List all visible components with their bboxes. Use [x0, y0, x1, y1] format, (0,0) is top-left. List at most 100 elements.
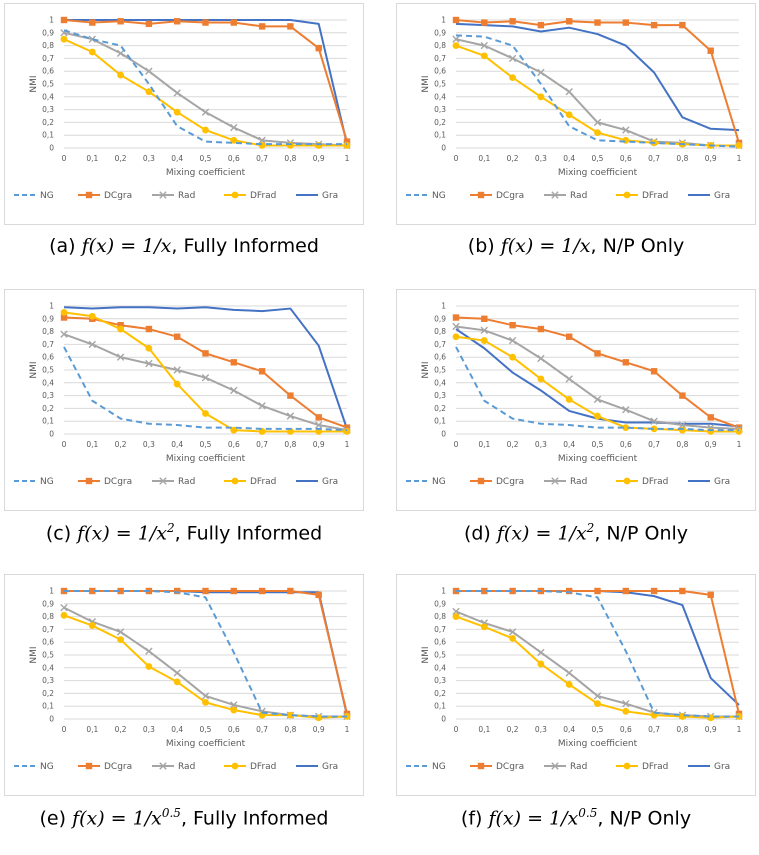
data-point [679, 22, 685, 28]
y-tick-label: 0 [49, 144, 54, 153]
chart-svg-c: 0 0,1 0,2 0,3 0,4 0,5 0,6 0,7 0,8 0,9 1 0 0,1 0,2 0,3 0… [4, 289, 364, 511]
y-tick-label: 1 [49, 16, 54, 25]
y-tick-label: 0,4 [42, 378, 54, 387]
y-tick-label: 0,3 [434, 105, 446, 114]
y-tick-label: 0,1 [434, 702, 446, 711]
caption-function: f(x) = 1/x [82, 235, 172, 257]
data-point [287, 23, 293, 29]
y-tick-label: 1 [441, 16, 446, 25]
data-point [481, 623, 488, 630]
data-point [538, 661, 545, 668]
data-point [174, 678, 181, 685]
chart-svg-b: 00,10,20,30,40,50,60,70,80,910 0,1 0,2 0,3 0… [396, 3, 756, 225]
y-tick-label: 0,8 [434, 41, 446, 50]
y-tick-label: 0,6 [42, 353, 54, 362]
data-point [622, 137, 629, 144]
x-tick-label: 0,5 [200, 154, 212, 163]
y-tick-label: 0,5 [42, 366, 54, 375]
x-tick-label: 0,3 [143, 725, 155, 734]
data-point [708, 48, 714, 54]
data-point [146, 663, 153, 670]
x-tick-label: 0,4 [171, 725, 183, 734]
legend-label-dfrad: DFrad [642, 762, 668, 772]
data-point [89, 622, 96, 629]
x-tick-label: 0,1 [86, 154, 98, 163]
y-tick-label: 0,8 [434, 327, 446, 336]
data-point [481, 337, 488, 344]
caption-tag: (e) [40, 807, 73, 829]
legend-label-rad: Rad [570, 762, 587, 772]
legend-label-ng: NG [40, 191, 54, 201]
legend-label-dcgra: DCgra [496, 762, 524, 772]
caption-d: (d) f(x) = 1/x2, N/P Only [396, 521, 756, 544]
legend-label-rad: Rad [570, 191, 587, 201]
y-tick-label: 1 [49, 302, 54, 311]
x-tick-label: 0,2 [115, 725, 127, 734]
caption-mode: , N/P Only [591, 235, 685, 257]
caption-c: (c) f(x) = 1/x2, Fully Informed [4, 521, 364, 544]
caption-mode: , Fully Informed [181, 807, 329, 829]
caption-tag: (f) [461, 807, 489, 829]
data-point [61, 612, 68, 619]
x-tick-label: 0,4 [171, 154, 183, 163]
data-point [736, 142, 743, 149]
legend-label-gra: Gra [714, 762, 730, 772]
caption-e: (e) f(x) = 1/x0.5, Fully Informed [4, 806, 364, 829]
data-point [202, 588, 208, 594]
x-tick-label: 0,7 [256, 440, 268, 449]
data-point [316, 45, 322, 51]
x-tick-label: 0,2 [115, 154, 127, 163]
chart-svg-f: 00,10,20,30,40,50,60,70,80,910 0,1 0,2 0,3 0… [396, 574, 756, 796]
y-tick-label: 0,4 [434, 92, 446, 101]
legend-label-rad: Rad [178, 477, 195, 487]
x-tick-label: 0,9 [705, 440, 717, 449]
x-tick-label: 0 [62, 725, 67, 734]
data-point [86, 478, 92, 484]
x-tick-label: 0,6 [620, 154, 632, 163]
x-tick-label: 0,8 [676, 154, 688, 163]
data-point [231, 359, 237, 365]
data-point [478, 763, 484, 769]
legend-label-rad: Rad [570, 477, 587, 487]
data-point [287, 392, 293, 398]
chart-panel-e: 0 0,1 0,2 0,3 0,4 0,5 0,6 0,7 0,8 0,9 1 0 0,1 0,2 0,3 0… [4, 574, 364, 796]
data-point [117, 72, 124, 79]
legend-label-ng: NG [432, 191, 446, 201]
legend-label-ng: NG [432, 762, 446, 772]
x-tick-label: 0,3 [535, 154, 547, 163]
data-point [232, 478, 239, 485]
legend-label-dcgra: DCgra [104, 762, 132, 772]
x-tick-label: 0,2 [115, 440, 127, 449]
x-tick-label: 0,9 [313, 440, 325, 449]
data-point [61, 309, 68, 316]
y-tick-label: 0,1 [434, 131, 446, 140]
legend-label-ng: NG [432, 477, 446, 487]
data-point [344, 428, 351, 435]
legend-label-dcgra: DCgra [496, 477, 524, 487]
x-tick-label: 0 [454, 725, 459, 734]
data-point [174, 381, 181, 388]
data-point [315, 142, 322, 149]
x-tick-label: 0,7 [256, 725, 268, 734]
data-point [146, 21, 152, 27]
y-tick-label: 0,5 [434, 651, 446, 660]
y-axis-title: NMI [421, 75, 431, 92]
data-point [651, 22, 657, 28]
x-tick-label: 0,8 [284, 440, 296, 449]
x-tick-label: 0,4 [563, 440, 575, 449]
caption-a: (a) f(x) = 1/x, Fully Informed [4, 235, 364, 257]
y-tick-label: 0,8 [434, 612, 446, 621]
x-tick-label: 0,1 [86, 725, 98, 734]
caption-exponent: 2 [167, 521, 175, 535]
data-point [202, 19, 208, 25]
y-tick-label: 0 [441, 144, 446, 153]
caption-tag: (a) [49, 235, 82, 257]
x-tick-label: 0,1 [478, 725, 490, 734]
data-point [623, 19, 629, 25]
data-point [86, 763, 92, 769]
caption-exponent: 0.5 [578, 806, 597, 820]
y-tick-label: 0,3 [42, 676, 54, 685]
y-tick-label: 0,7 [42, 54, 54, 63]
y-tick-label: 0,5 [434, 366, 446, 375]
legend-label-rad: Rad [178, 191, 195, 201]
